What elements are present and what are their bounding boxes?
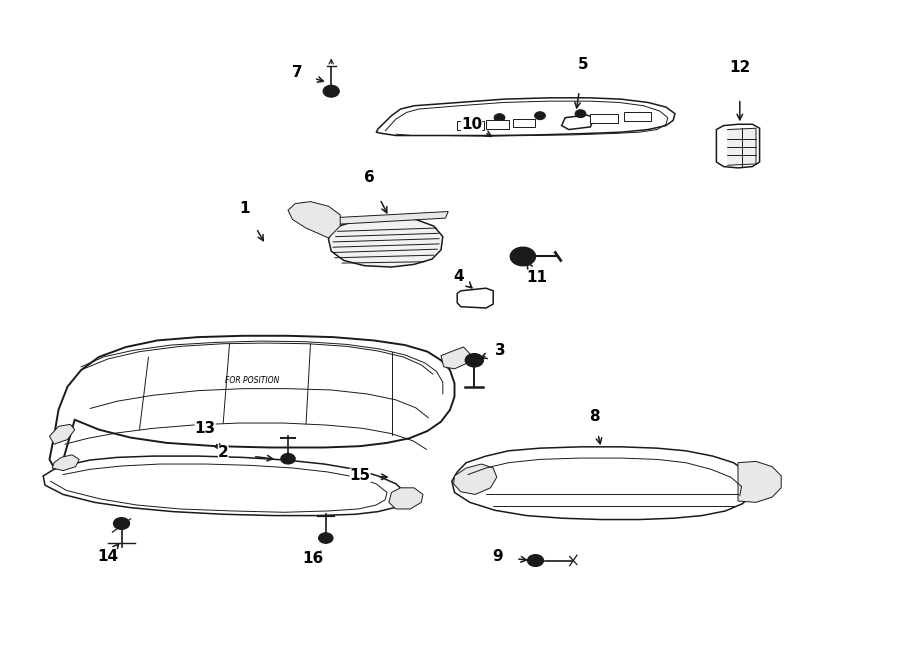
Text: 10: 10 bbox=[461, 117, 482, 132]
Text: 14: 14 bbox=[97, 549, 119, 564]
Bar bbox=[486, 120, 509, 129]
Text: 6: 6 bbox=[364, 170, 374, 184]
Circle shape bbox=[575, 110, 586, 118]
Polygon shape bbox=[43, 456, 405, 516]
Polygon shape bbox=[52, 455, 79, 471]
Circle shape bbox=[510, 247, 536, 266]
Circle shape bbox=[527, 555, 544, 566]
Polygon shape bbox=[328, 217, 443, 267]
Polygon shape bbox=[50, 424, 75, 444]
Text: 3: 3 bbox=[495, 343, 506, 358]
Circle shape bbox=[494, 114, 505, 122]
Polygon shape bbox=[457, 288, 493, 308]
Text: 16: 16 bbox=[302, 551, 324, 566]
Polygon shape bbox=[562, 115, 594, 130]
Circle shape bbox=[323, 85, 339, 97]
Text: 7: 7 bbox=[292, 65, 302, 80]
Circle shape bbox=[535, 112, 545, 120]
Bar bbox=[590, 114, 618, 123]
Polygon shape bbox=[326, 212, 448, 225]
Circle shape bbox=[319, 533, 333, 543]
Polygon shape bbox=[452, 447, 754, 520]
Text: FOR POSITION: FOR POSITION bbox=[225, 375, 279, 385]
Circle shape bbox=[113, 518, 130, 529]
Text: 1: 1 bbox=[239, 201, 250, 215]
Polygon shape bbox=[738, 461, 781, 502]
Bar bbox=[513, 119, 535, 127]
Polygon shape bbox=[716, 124, 760, 168]
Polygon shape bbox=[727, 128, 756, 165]
Text: 13: 13 bbox=[194, 421, 216, 436]
Polygon shape bbox=[454, 464, 497, 494]
Bar bbox=[624, 112, 651, 121]
Circle shape bbox=[281, 453, 295, 464]
Polygon shape bbox=[389, 488, 423, 509]
Text: 9: 9 bbox=[492, 549, 503, 564]
Text: 8: 8 bbox=[589, 409, 599, 424]
Polygon shape bbox=[376, 98, 675, 136]
Bar bbox=[457, 121, 484, 130]
Polygon shape bbox=[441, 347, 470, 369]
Text: 11: 11 bbox=[526, 270, 547, 285]
Polygon shape bbox=[50, 336, 454, 476]
Polygon shape bbox=[288, 202, 340, 238]
Text: 4: 4 bbox=[454, 269, 464, 284]
Text: 5: 5 bbox=[578, 58, 589, 72]
Text: 15: 15 bbox=[349, 469, 371, 483]
Text: 2: 2 bbox=[218, 446, 229, 460]
Circle shape bbox=[465, 354, 483, 367]
Text: 12: 12 bbox=[729, 60, 751, 75]
